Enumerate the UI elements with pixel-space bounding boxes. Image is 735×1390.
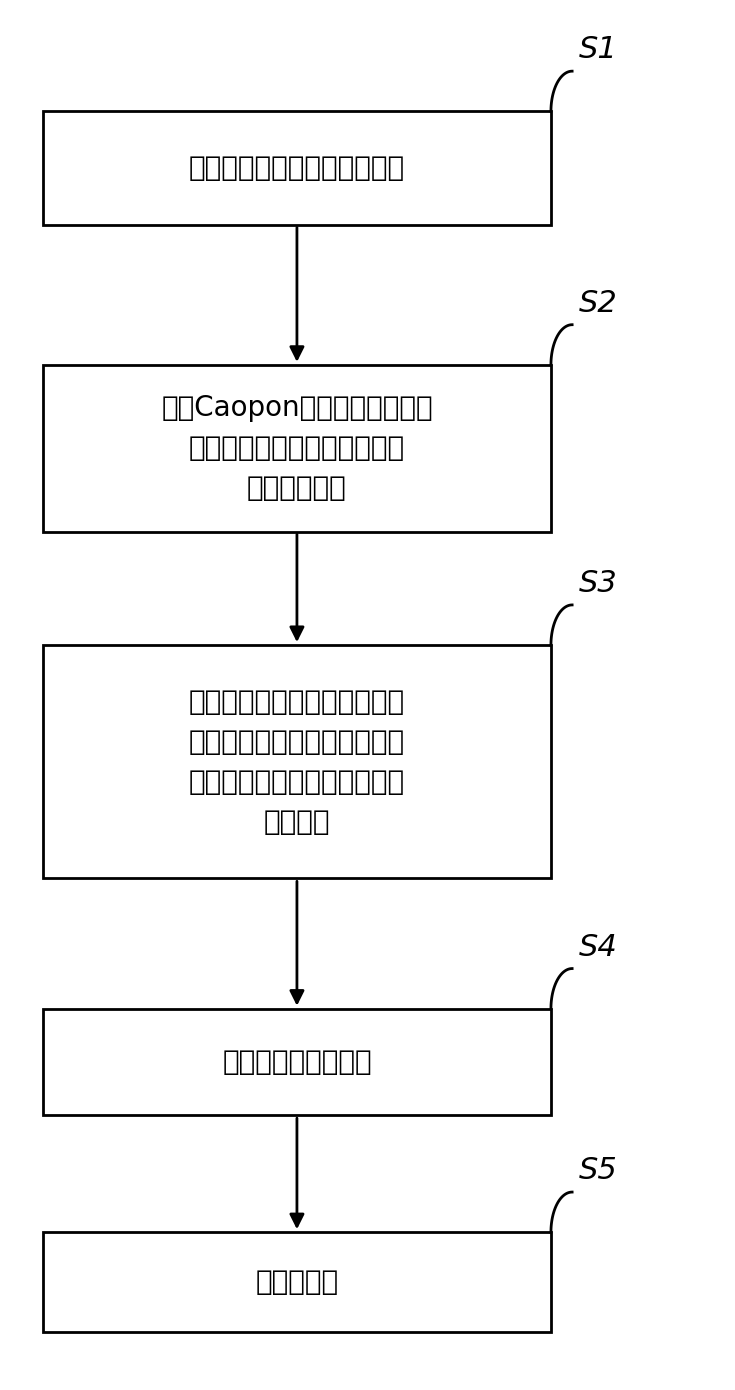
- Bar: [43, 1009, 551, 1115]
- Text: 约束条件: 约束条件: [264, 808, 330, 835]
- Text: 获得阵列接收数据协方差矩阵: 获得阵列接收数据协方差矩阵: [189, 154, 405, 182]
- Text: S1: S1: [579, 36, 618, 64]
- Text: S2: S2: [579, 289, 618, 318]
- Bar: [43, 1232, 551, 1332]
- Text: 构造权向量求解公式: 构造权向量求解公式: [222, 1048, 372, 1076]
- Text: 征值对应导向矢量，构造线性: 征值对应导向矢量，构造线性: [189, 767, 405, 795]
- Text: 构协方差矩阵: 构协方差矩阵: [247, 474, 347, 502]
- Text: 得到权向量: 得到权向量: [255, 1268, 339, 1295]
- Text: S5: S5: [579, 1156, 618, 1186]
- Bar: [43, 645, 551, 878]
- Text: 对扩展零陷区域进行导向矢量: 对扩展零陷区域进行导向矢量: [189, 688, 405, 716]
- Text: 域进行重构得到干扰加噪声重: 域进行重构得到干扰加噪声重: [189, 434, 405, 461]
- Bar: [43, 364, 551, 531]
- Text: S3: S3: [579, 570, 618, 598]
- Text: 利用Caopon谱对扩展的干扰区: 利用Caopon谱对扩展的干扰区: [161, 395, 433, 423]
- Text: 积分并特征值分解，得到大特: 积分并特征值分解，得到大特: [189, 728, 405, 756]
- Bar: [43, 111, 551, 225]
- Text: S4: S4: [579, 933, 618, 962]
